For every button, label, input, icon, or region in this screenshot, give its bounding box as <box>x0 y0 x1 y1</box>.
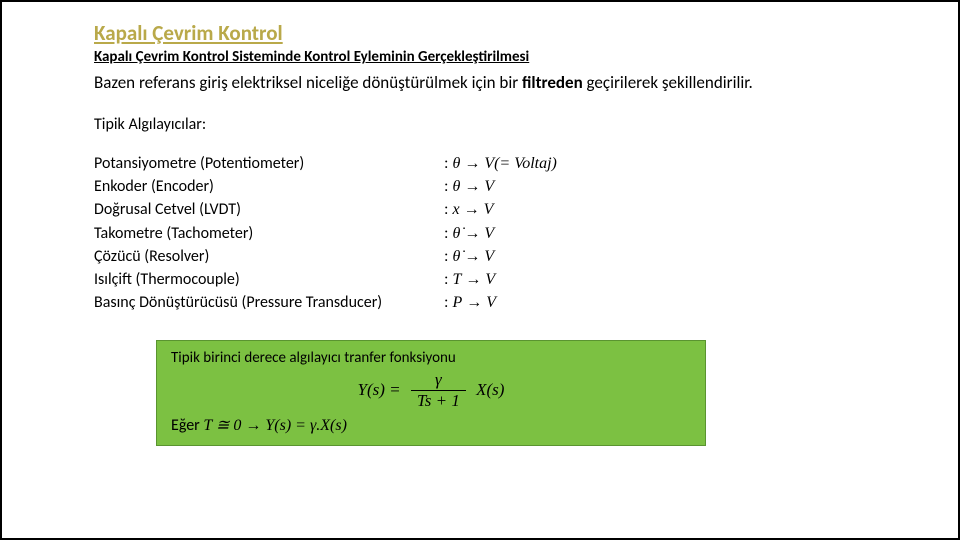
sensor-name: Doğrusal Cetvel (LVDT) <box>94 198 444 221</box>
formula-numerator: γ <box>411 371 466 391</box>
formula-condition: Eğer T ≅ 0 → Y(s) = γ.X(s) <box>171 415 691 435</box>
formula-denominator: Ts + 1 <box>411 391 466 411</box>
sensor-row: Potansiyometre (Potentiometer):θ→V(= Vol… <box>94 152 878 175</box>
body-prefix: Bazen referans giriş elektriksel niceliğ… <box>94 72 522 93</box>
sensor-mapping: :x→V <box>444 198 493 221</box>
sensor-name: Çözücü (Resolver) <box>94 245 444 268</box>
formula-fraction: γ Ts + 1 <box>411 371 466 411</box>
sensor-mapping: :θ̇→V <box>444 245 494 268</box>
slide-subtitle: Kapalı Çevrim Kontrol Sisteminde Kontrol… <box>94 48 878 66</box>
sensor-name: Isılçift (Thermocouple) <box>94 268 444 291</box>
sensor-name: Potansiyometre (Potentiometer) <box>94 152 444 175</box>
sensor-row: Enkoder (Encoder):θ→V <box>94 175 878 198</box>
sensor-mapping: :θ→V(= Voltaj) <box>444 152 557 175</box>
formula-condition-math: T ≅ 0 → Y(s) = γ.X(s) <box>203 417 347 434</box>
sensor-row: Çözücü (Resolver):θ̇→V <box>94 245 878 268</box>
sensor-row: Isılçift (Thermocouple):T→V <box>94 268 878 291</box>
formula-condition-label: Eğer <box>171 416 203 435</box>
section-label: Tipik Algılayıcılar: <box>94 115 878 134</box>
body-paragraph: Bazen referans giriş elektriksel niceliğ… <box>94 72 878 95</box>
sensor-mapping: :θ→V <box>444 175 494 198</box>
sensor-name: Takometre (Tachometer) <box>94 222 444 245</box>
sensor-row: Basınç Dönüştürücüsü (Pressure Transduce… <box>94 291 878 314</box>
formula-box: Tipik birinci derece algılayıcı tranfer … <box>156 340 706 446</box>
slide-title: Kapalı Çevrim Kontrol <box>94 20 878 46</box>
sensor-mapping: :T→V <box>444 268 495 291</box>
sensor-mapping: :θ̇→V <box>444 222 494 245</box>
sensor-name: Basınç Dönüştürücüsü (Pressure Transduce… <box>94 291 444 314</box>
sensor-name: Enkoder (Encoder) <box>94 175 444 198</box>
formula-main: Y(s) = γ Ts + 1 X(s) <box>171 371 691 411</box>
body-suffix: geçirilerek şekillendirilir. <box>583 72 753 93</box>
sensor-list: Potansiyometre (Potentiometer):θ→V(= Vol… <box>94 152 878 314</box>
slide-frame: Kapalı Çevrim Kontrol Kapalı Çevrim Kont… <box>0 0 960 540</box>
sensor-row: Doğrusal Cetvel (LVDT):x→V <box>94 198 878 221</box>
formula-lhs: Y(s) = <box>358 380 401 399</box>
body-bold-word: filtreden <box>522 72 583 93</box>
formula-rhs: X(s) <box>476 380 504 399</box>
sensor-row: Takometre (Tachometer):θ̇→V <box>94 222 878 245</box>
sensor-mapping: :P→V <box>444 291 496 314</box>
formula-box-title: Tipik birinci derece algılayıcı tranfer … <box>171 349 691 367</box>
